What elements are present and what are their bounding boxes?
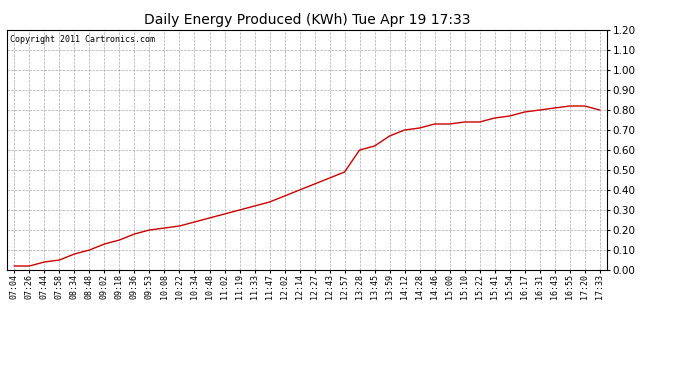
Text: Copyright 2011 Cartronics.com: Copyright 2011 Cartronics.com bbox=[10, 35, 155, 44]
Title: Daily Energy Produced (KWh) Tue Apr 19 17:33: Daily Energy Produced (KWh) Tue Apr 19 1… bbox=[144, 13, 471, 27]
